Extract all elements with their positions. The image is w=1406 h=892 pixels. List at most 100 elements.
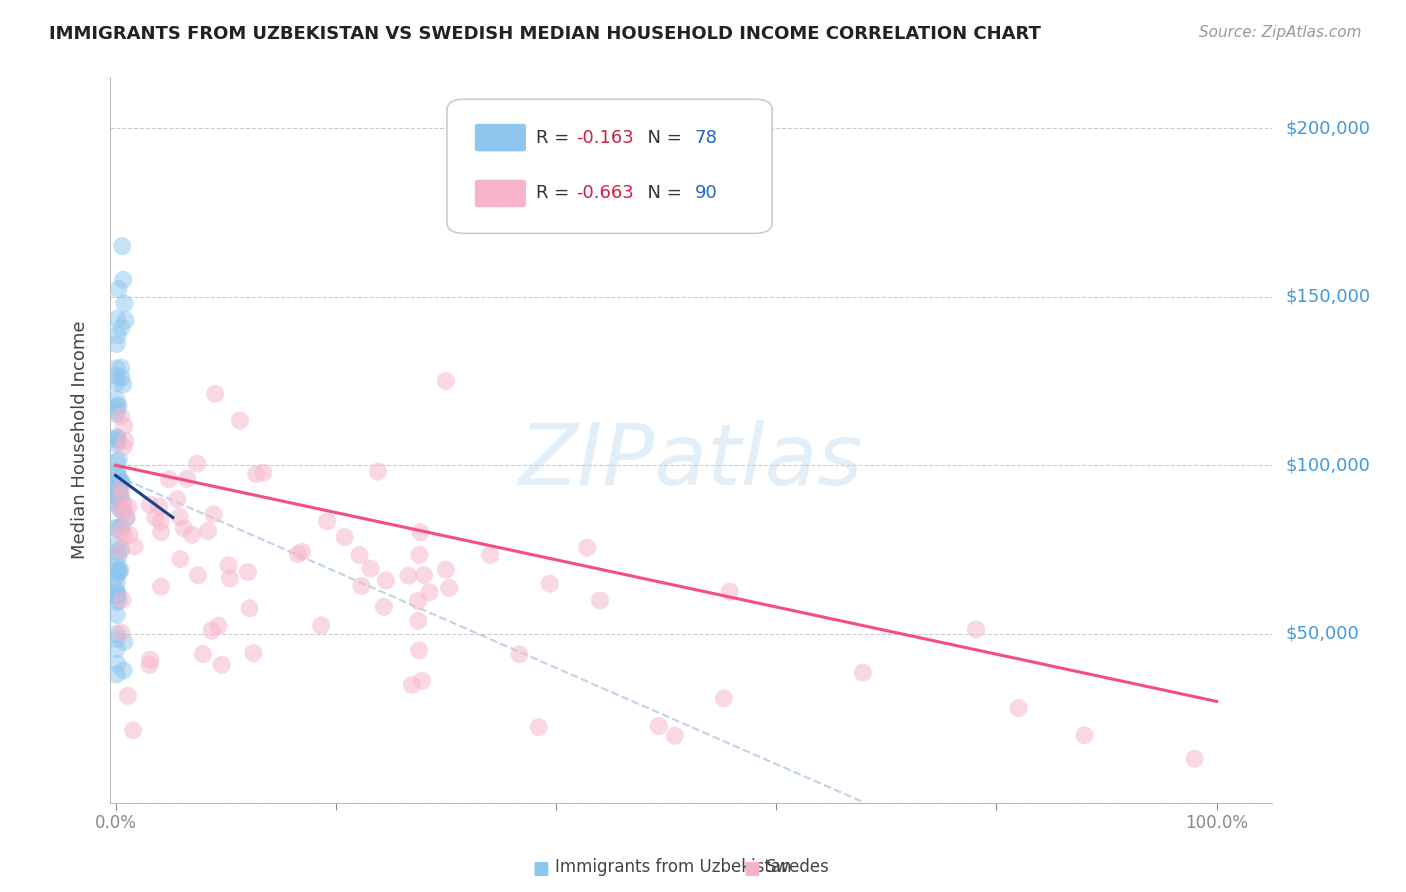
Point [408, 614, 430, 628]
Point [105, 496, 128, 510]
Point [508, 647, 530, 661]
Point [105, 475, 128, 490]
Point [316, 514, 339, 528]
Point [367, 465, 389, 479]
Point [107, 657, 129, 671]
Point [664, 729, 686, 743]
Point [105, 641, 128, 656]
Point [105, 521, 128, 535]
FancyBboxPatch shape [447, 99, 772, 234]
Point [110, 481, 132, 495]
Text: ZIPatlas: ZIPatlas [519, 420, 863, 503]
Point [111, 475, 134, 490]
Point [107, 593, 129, 607]
Point [418, 585, 440, 599]
Y-axis label: Median Household Income: Median Household Income [72, 321, 89, 559]
Point [187, 568, 209, 582]
Point [107, 566, 129, 580]
Point [110, 475, 132, 490]
Text: 90: 90 [695, 185, 717, 202]
Point [105, 361, 128, 376]
Point [110, 563, 132, 577]
Point [589, 593, 612, 607]
Point [111, 593, 134, 607]
Point [105, 522, 128, 536]
Point [112, 634, 135, 648]
Point [105, 430, 128, 444]
Point [105, 487, 128, 501]
Point [1073, 728, 1095, 742]
Point [852, 665, 875, 680]
Point [117, 500, 139, 514]
Point [105, 407, 128, 421]
Point [112, 497, 135, 511]
Point [112, 440, 135, 454]
Text: R =: R = [537, 185, 575, 202]
Point [105, 376, 128, 391]
Point [527, 720, 550, 734]
Point [105, 455, 128, 469]
Point [105, 400, 128, 414]
Point [115, 511, 138, 525]
Point [105, 392, 128, 407]
Point [111, 239, 134, 253]
Point [105, 564, 128, 578]
Point [110, 543, 132, 558]
Point [207, 619, 229, 633]
Point [408, 643, 430, 657]
Point [105, 667, 128, 681]
Point [105, 337, 128, 351]
Point [112, 503, 135, 517]
Point [349, 548, 371, 562]
Point [434, 563, 457, 577]
Text: ▪: ▪ [531, 853, 551, 881]
Point [201, 624, 224, 638]
Point [218, 572, 240, 586]
Point [105, 312, 128, 326]
Text: $150,000: $150,000 [1285, 288, 1371, 306]
Point [360, 561, 382, 575]
Point [413, 568, 436, 582]
Point [105, 627, 128, 641]
Point [218, 558, 240, 573]
Text: $200,000: $200,000 [1285, 119, 1371, 137]
Point [105, 466, 128, 480]
Point [157, 472, 180, 486]
Point [149, 515, 172, 529]
Point [112, 664, 135, 678]
Point [118, 528, 141, 542]
Point [229, 413, 252, 427]
FancyBboxPatch shape [475, 179, 526, 207]
Point [105, 466, 128, 480]
Point [107, 491, 129, 506]
Point [105, 569, 128, 583]
Point [105, 545, 128, 559]
Point [105, 607, 128, 622]
Point [309, 618, 332, 632]
Point [406, 594, 429, 608]
Point [105, 432, 128, 446]
Point [202, 508, 225, 522]
Point [112, 296, 135, 310]
Point [108, 483, 131, 497]
Point [105, 487, 128, 501]
Text: 78: 78 [695, 128, 717, 146]
Text: Immigrants from Uzbekistan: Immigrants from Uzbekistan [555, 858, 792, 876]
Point [105, 587, 128, 601]
Point [576, 541, 599, 555]
Text: ▪: ▪ [742, 853, 762, 881]
FancyBboxPatch shape [475, 124, 526, 152]
Point [105, 582, 128, 597]
Point [718, 584, 741, 599]
Point [105, 488, 128, 502]
Text: $50,000: $50,000 [1285, 625, 1360, 643]
Point [965, 623, 987, 637]
Point [139, 653, 162, 667]
Point [236, 565, 259, 579]
Point [333, 530, 356, 544]
Point [110, 409, 132, 424]
Point [350, 579, 373, 593]
Point [112, 377, 135, 392]
Point [107, 589, 129, 603]
Point [105, 369, 128, 384]
